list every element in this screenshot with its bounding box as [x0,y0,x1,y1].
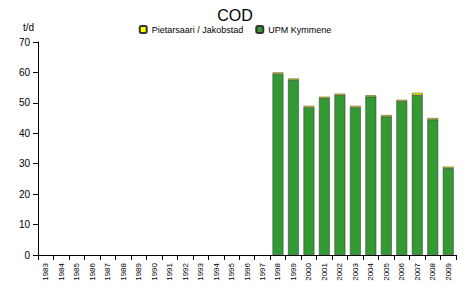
svg-text:2009: 2009 [444,262,453,280]
svg-text:2008: 2008 [428,262,437,280]
svg-text:1983: 1983 [41,262,50,280]
svg-text:t/d: t/d [23,22,34,33]
svg-text:1992: 1992 [181,262,190,280]
svg-text:1996: 1996 [243,262,252,280]
svg-text:2006: 2006 [397,262,406,280]
svg-text:50: 50 [19,97,31,108]
svg-text:1990: 1990 [150,262,159,280]
svg-text:2002: 2002 [335,262,344,280]
svg-text:UPM Kymmene: UPM Kymmene [268,25,331,35]
svg-text:2001: 2001 [320,262,329,280]
svg-text:2007: 2007 [413,262,422,280]
svg-text:1984: 1984 [57,262,66,280]
svg-text:1988: 1988 [119,262,128,280]
svg-text:1997: 1997 [258,262,267,280]
svg-text:40: 40 [19,128,31,139]
svg-text:0: 0 [24,250,30,261]
svg-text:2000: 2000 [304,262,313,280]
svg-text:2004: 2004 [366,262,375,280]
svg-text:1985: 1985 [72,262,81,280]
svg-text:2005: 2005 [382,262,391,280]
svg-text:70: 70 [19,37,31,48]
svg-text:1995: 1995 [227,262,236,280]
svg-text:1998: 1998 [273,262,282,280]
svg-text:1999: 1999 [289,262,298,280]
svg-text:1991: 1991 [165,262,174,280]
svg-text:2003: 2003 [351,262,360,280]
svg-text:1993: 1993 [196,262,205,280]
svg-text:1987: 1987 [103,262,112,280]
svg-text:1986: 1986 [88,262,97,280]
svg-text:1989: 1989 [134,262,143,280]
svg-text:Pietarsaari / Jakobstad: Pietarsaari / Jakobstad [152,25,244,35]
svg-text:20: 20 [19,189,31,200]
svg-text:COD: COD [217,7,253,24]
svg-text:30: 30 [19,158,31,169]
svg-text:60: 60 [19,67,31,78]
svg-text:10: 10 [19,219,31,230]
svg-text:1994: 1994 [212,262,221,280]
